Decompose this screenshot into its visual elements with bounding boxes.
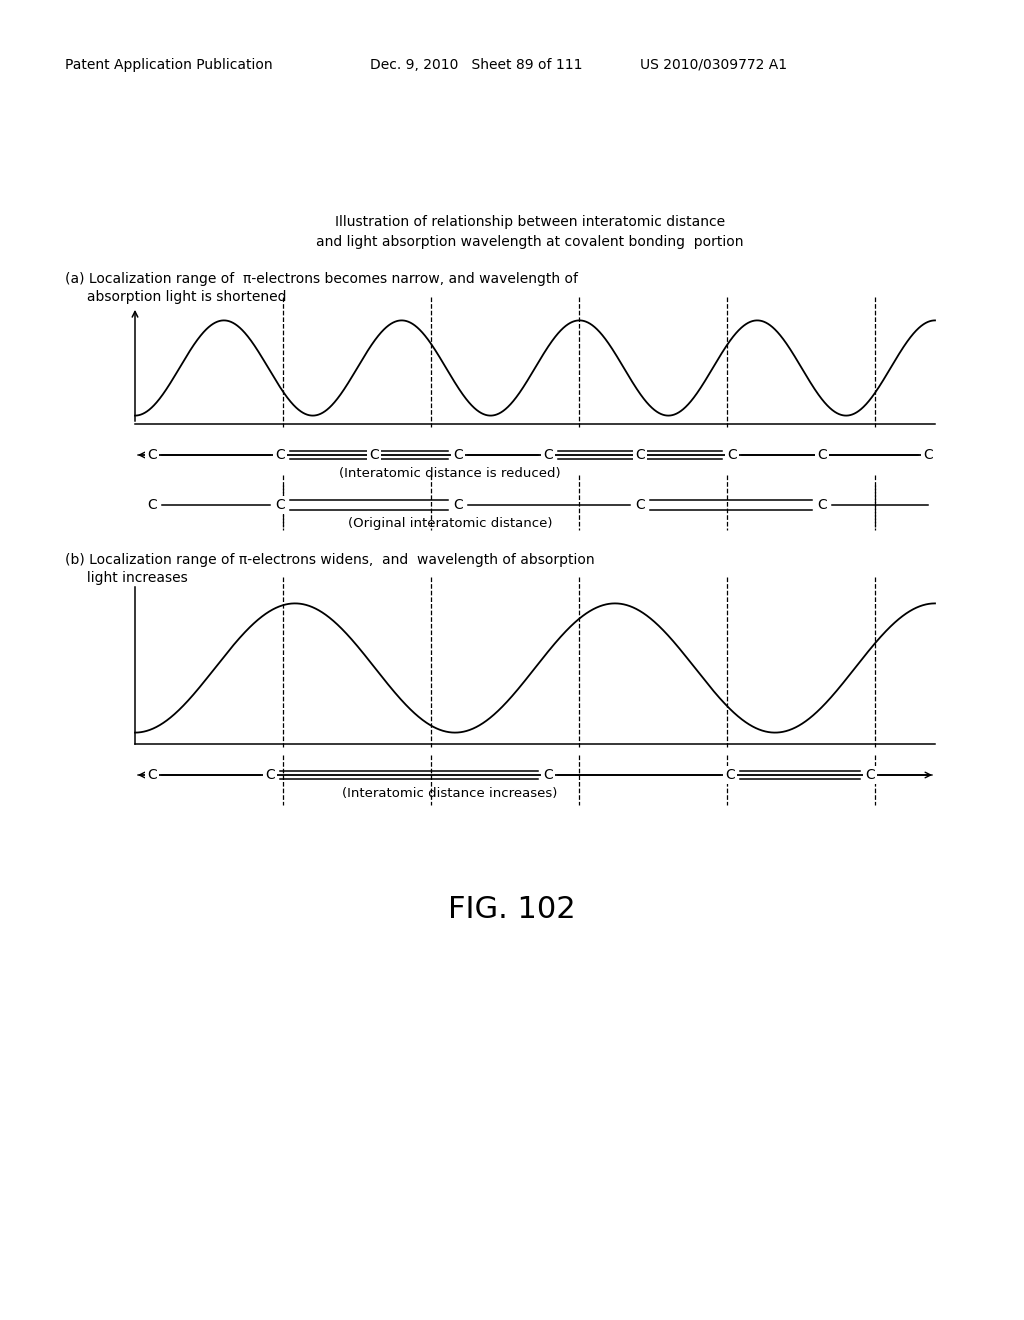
Text: C: C: [817, 447, 826, 462]
Text: Illustration of relationship between interatomic distance: Illustration of relationship between int…: [335, 215, 725, 228]
Text: and light absorption wavelength at covalent bonding  portion: and light absorption wavelength at coval…: [316, 235, 743, 249]
Text: C: C: [275, 447, 285, 462]
Text: Patent Application Publication: Patent Application Publication: [65, 58, 272, 73]
Text: C: C: [454, 498, 463, 512]
Text: C: C: [725, 768, 735, 781]
Text: (Interatomic distance increases): (Interatomic distance increases): [342, 787, 558, 800]
Text: C: C: [454, 447, 463, 462]
Text: C: C: [543, 768, 553, 781]
Text: C: C: [635, 498, 645, 512]
Text: C: C: [817, 498, 826, 512]
Text: C: C: [147, 447, 157, 462]
Text: US 2010/0309772 A1: US 2010/0309772 A1: [640, 58, 787, 73]
Text: C: C: [147, 498, 157, 512]
Text: C: C: [369, 447, 379, 462]
Text: light increases: light increases: [65, 572, 187, 585]
Text: Dec. 9, 2010   Sheet 89 of 111: Dec. 9, 2010 Sheet 89 of 111: [370, 58, 583, 73]
Text: absorption light is shortened: absorption light is shortened: [65, 290, 287, 304]
Text: C: C: [147, 768, 157, 781]
Text: C: C: [865, 768, 874, 781]
Text: C: C: [635, 447, 645, 462]
Text: (b) Localization range of π-electrons widens,  and  wavelength of absorption: (b) Localization range of π-electrons wi…: [65, 553, 595, 568]
Text: FIG. 102: FIG. 102: [449, 895, 575, 924]
Text: (a) Localization range of  π-electrons becomes narrow, and wavelength of: (a) Localization range of π-electrons be…: [65, 272, 578, 286]
Text: C: C: [727, 447, 737, 462]
Text: C: C: [275, 498, 285, 512]
Text: C: C: [923, 447, 933, 462]
Text: (Original interatomic distance): (Original interatomic distance): [348, 517, 552, 531]
Text: C: C: [265, 768, 274, 781]
Text: (Interatomic distance is reduced): (Interatomic distance is reduced): [339, 467, 561, 480]
Text: C: C: [543, 447, 553, 462]
